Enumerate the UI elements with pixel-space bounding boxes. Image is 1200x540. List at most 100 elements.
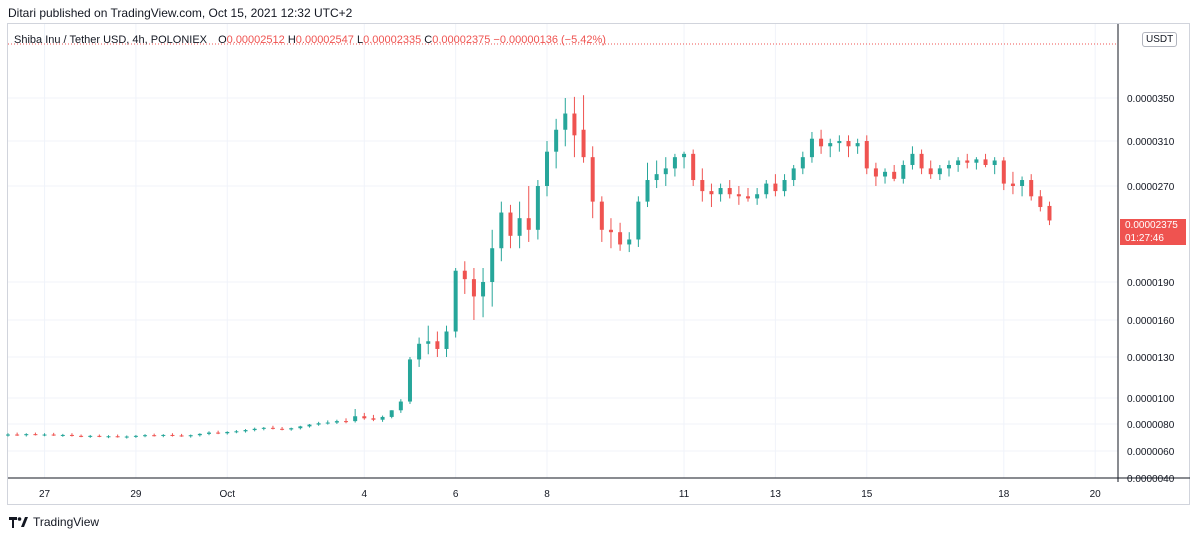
candle-body bbox=[444, 331, 449, 349]
candle-body bbox=[545, 151, 550, 186]
candle-body bbox=[864, 141, 869, 169]
y-tick-label: 0.0000350 bbox=[1127, 94, 1175, 105]
candle-body bbox=[599, 201, 604, 230]
candle-body bbox=[672, 157, 677, 169]
candle-body bbox=[380, 416, 385, 420]
candle-body bbox=[746, 196, 750, 199]
candle-body bbox=[627, 239, 632, 245]
candle-body bbox=[490, 248, 495, 282]
open-value: 0.00002512 bbox=[226, 34, 285, 46]
candle-body bbox=[828, 143, 833, 147]
candle-body bbox=[563, 113, 568, 130]
candle-body bbox=[581, 129, 586, 158]
candle-body bbox=[682, 153, 687, 158]
candle-body bbox=[791, 168, 796, 181]
candle-body bbox=[718, 188, 723, 195]
candle-body bbox=[946, 164, 951, 169]
candle-body bbox=[243, 430, 248, 432]
candle-body bbox=[1010, 183, 1015, 186]
candle-body bbox=[143, 435, 148, 437]
candle-body bbox=[691, 153, 696, 181]
brand-name: TradingView bbox=[33, 515, 100, 529]
candle-body bbox=[992, 160, 997, 165]
tradingview-logo-icon bbox=[9, 517, 28, 528]
candle-body bbox=[334, 421, 339, 423]
candle-body bbox=[462, 270, 467, 280]
candle-body bbox=[636, 201, 641, 240]
candle-body bbox=[42, 434, 47, 436]
ohlc-values: O0.00002512 H0.00002547 L0.00002335 C0.0… bbox=[218, 34, 606, 46]
candle-body bbox=[152, 435, 157, 437]
bar-countdown: 01:27:46 bbox=[1125, 233, 1164, 244]
y-tick-label: 0.0000190 bbox=[1127, 278, 1175, 289]
candle-body bbox=[809, 138, 814, 158]
symbol-legend: Shiba Inu / Tether USD, 4h, POLONIEX O0.… bbox=[14, 34, 606, 46]
x-tick-label: Oct bbox=[219, 489, 235, 500]
x-tick-label: 13 bbox=[770, 489, 782, 500]
x-tick-label: 11 bbox=[679, 489, 690, 500]
candle-body bbox=[873, 168, 878, 177]
y-tick-label: 0.0000080 bbox=[1127, 420, 1175, 431]
tradingview-brand[interactable]: TradingView bbox=[9, 515, 99, 529]
candle-body bbox=[700, 180, 705, 192]
candle-body bbox=[307, 424, 312, 427]
candle-body bbox=[261, 427, 266, 429]
candle-body bbox=[471, 279, 476, 297]
candle-body bbox=[481, 282, 486, 297]
candle-body bbox=[736, 194, 741, 197]
y-tick-label: 0.0000160 bbox=[1127, 316, 1175, 327]
y-tick-label: 0.0000040 bbox=[1127, 474, 1175, 485]
y-tick-label: 0.0000060 bbox=[1127, 447, 1175, 458]
candle-body bbox=[508, 212, 513, 236]
candle-body bbox=[69, 434, 74, 436]
candle-body bbox=[426, 341, 431, 344]
candle-body bbox=[60, 434, 65, 436]
candle-body bbox=[983, 159, 988, 165]
change-value: −0.00000136 (−5.42%) bbox=[493, 34, 606, 46]
candle-body bbox=[6, 434, 10, 436]
close-value: 0.00002375 bbox=[432, 34, 491, 46]
candle-body bbox=[618, 232, 623, 245]
candle-body bbox=[435, 341, 440, 349]
candle-body bbox=[398, 401, 403, 411]
candle-body bbox=[316, 423, 321, 425]
candle-body bbox=[1038, 196, 1043, 208]
candle-body bbox=[892, 171, 897, 179]
low-label: L bbox=[356, 34, 364, 46]
candle-body bbox=[252, 428, 257, 431]
candle-body bbox=[179, 435, 184, 437]
candle-body bbox=[965, 160, 970, 163]
close-label: C bbox=[424, 34, 433, 46]
candle-body bbox=[188, 435, 193, 437]
candle-body bbox=[535, 186, 540, 230]
candle-body bbox=[280, 428, 285, 430]
candle-body bbox=[225, 431, 230, 434]
candle-body bbox=[654, 174, 659, 181]
candle-body bbox=[289, 428, 294, 430]
candle-body bbox=[910, 153, 915, 165]
y-tick-label: 0.0000100 bbox=[1127, 394, 1175, 405]
candle-body bbox=[170, 434, 175, 436]
candle-body bbox=[773, 183, 778, 192]
candle-body bbox=[901, 164, 906, 179]
candle-body bbox=[407, 359, 412, 402]
high-value: 0.00002547 bbox=[295, 34, 354, 46]
x-tick-label: 6 bbox=[453, 489, 459, 500]
candle-body bbox=[106, 436, 111, 438]
candle-body bbox=[206, 432, 211, 434]
candle-body bbox=[782, 180, 787, 192]
candle-body bbox=[161, 434, 166, 436]
candle-body bbox=[499, 212, 504, 249]
last-price-tag: 0.00002375 01:27:46 bbox=[1120, 219, 1186, 245]
candle-body bbox=[819, 138, 824, 147]
candle-body bbox=[325, 422, 330, 424]
candle-body bbox=[608, 229, 613, 233]
candle-body bbox=[33, 434, 38, 436]
candle-body bbox=[24, 434, 29, 436]
x-tick-label: 4 bbox=[362, 489, 368, 500]
currency-badge[interactable]: USDT bbox=[1142, 32, 1178, 47]
published-caption: Ditari published on TradingView.com, Oct… bbox=[8, 6, 353, 20]
candle-body bbox=[124, 436, 129, 438]
x-tick-label: 15 bbox=[861, 489, 873, 500]
